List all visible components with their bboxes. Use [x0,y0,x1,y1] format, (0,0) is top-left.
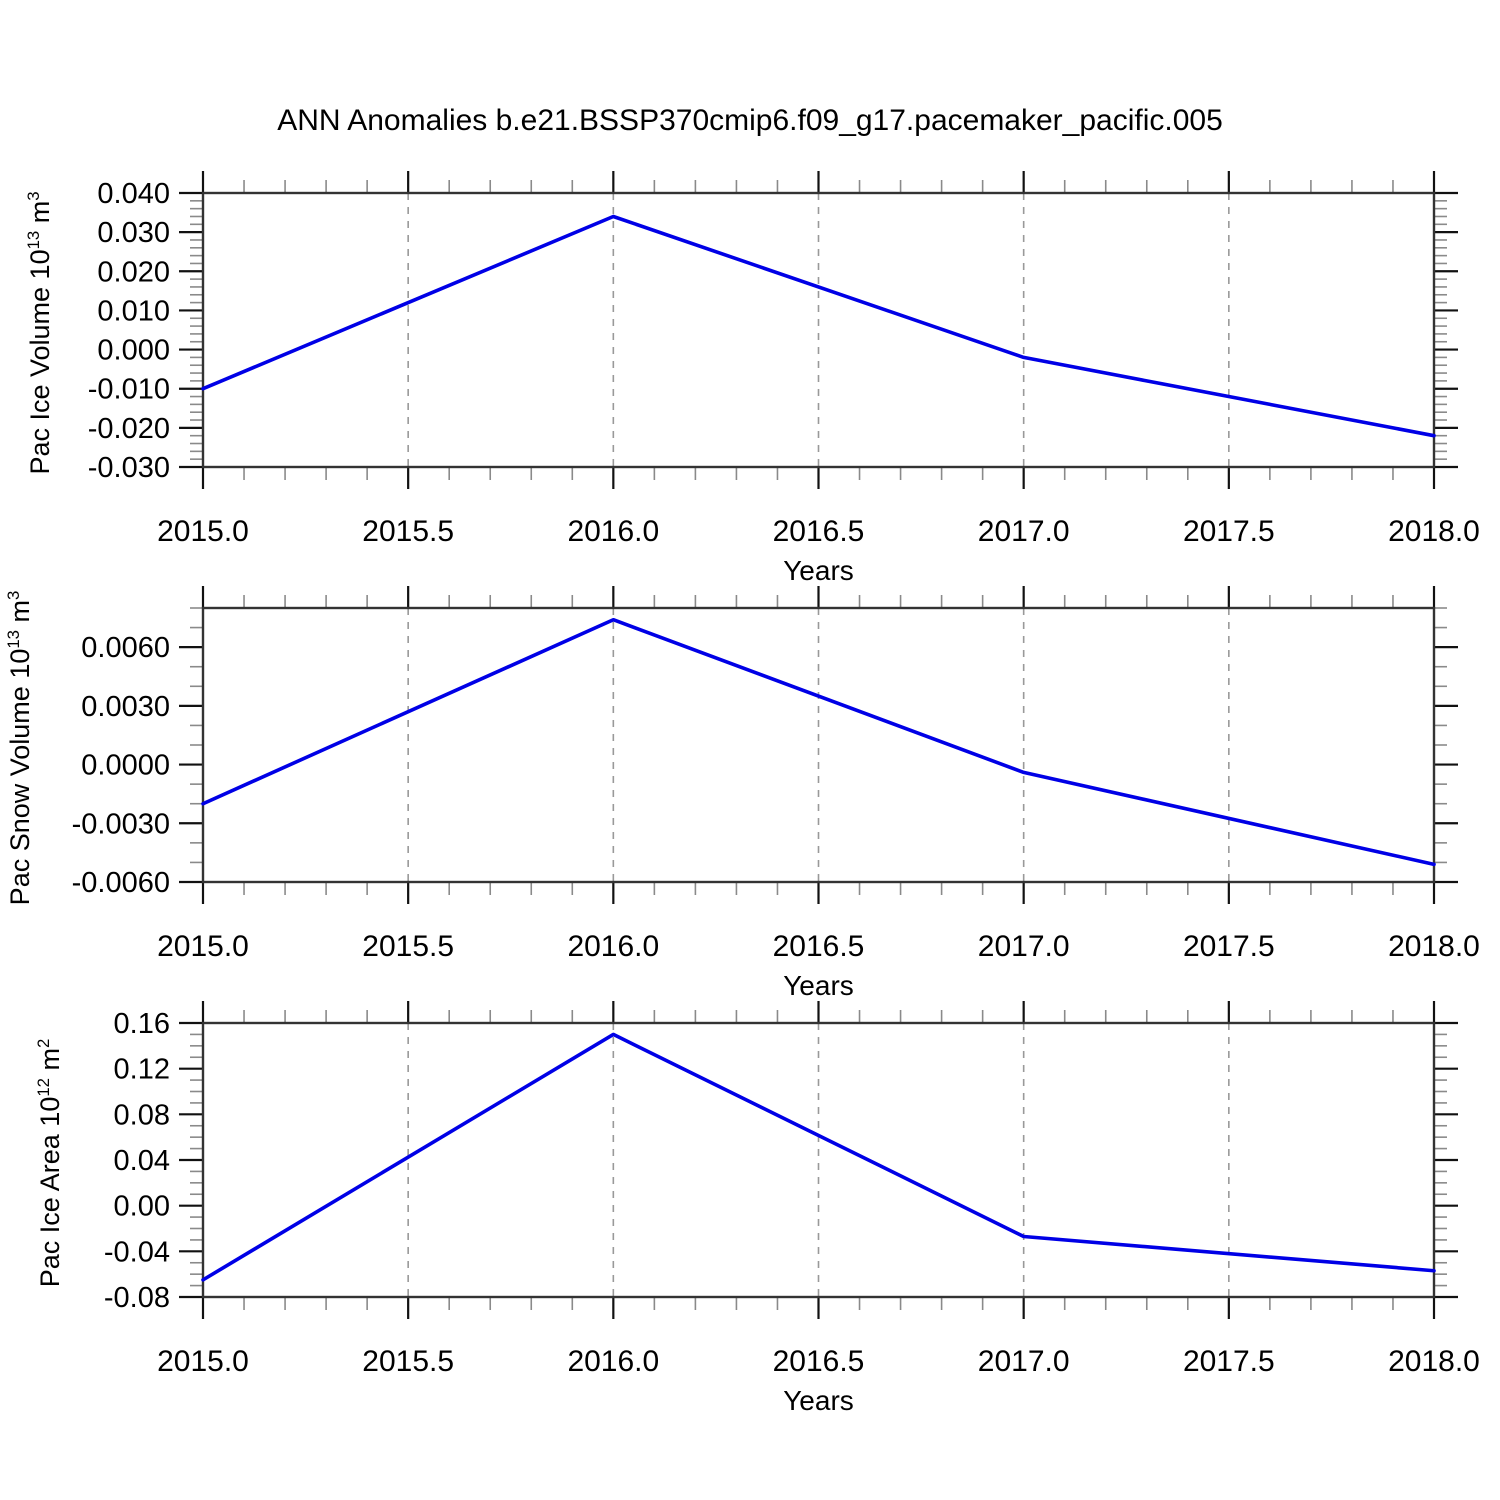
y-tick-label: 0.020 [97,256,170,288]
data-line [201,214,1436,438]
y-tick-label: 0.0030 [81,691,170,723]
y-axis-title-unit: m [25,200,55,231]
x-tick-label: 2017.5 [1183,930,1275,963]
y-tick-label: 0.040 [97,178,170,210]
x-tick-label: 2015.5 [362,930,454,963]
y-tick-label: 0.0000 [81,750,170,782]
y-tick-label: 0.04 [114,1145,170,1177]
x-tick-label: 2018.0 [1388,930,1480,963]
x-tick-label: 2018.0 [1388,1345,1480,1378]
y-axis-title-text: Pac Ice Area 10 [35,1096,65,1288]
x-tick-label: 2016.5 [773,930,865,963]
y-axis-title-text: Pac Snow Volume 10 [5,648,35,906]
x-axis-title: Years [783,970,854,1001]
y-axis-title-unit: m [5,600,35,631]
y-tick-label: -0.020 [88,413,170,445]
y-tick-label: 0.0060 [81,632,170,664]
y-axis-title-unit: m [35,1048,65,1079]
x-tick-label: 2016.5 [773,515,865,548]
x-tick-label: 2016.0 [567,1345,659,1378]
data-line [201,1032,1436,1282]
y-axis-title-unit-exponent: 3 [24,191,43,201]
x-tick-label: 2017.0 [978,1345,1070,1378]
y-axis-title-text: Pac Ice Volume 10 [25,249,55,475]
x-tick-label: 2017.5 [1183,1345,1275,1378]
y-tick-label: -0.030 [88,452,170,484]
x-tick-label: 2016.0 [567,930,659,963]
x-tick-label: 2017.0 [978,515,1070,548]
data-line [201,617,1436,867]
y-tick-label: 0.010 [97,295,170,327]
x-tick-label: 2015.5 [362,1345,454,1378]
y-tick-label: 0.12 [114,1054,170,1086]
x-tick-label: 2015.0 [157,1345,249,1378]
y-tick-label: -0.08 [104,1282,170,1314]
y-axis-title-unit-exponent: 2 [34,1038,53,1049]
x-tick-label: 2016.5 [773,1345,865,1378]
x-tick-label: 2017.5 [1183,515,1275,548]
x-axis-title: Years [783,1385,854,1416]
x-axis-title: Years [783,555,854,586]
plot-frame [201,1021,1436,1299]
y-tick-label: 0.030 [97,217,170,249]
y-axis-title-pac-ice-volume: Pac Ice Volume 1013 m3 [17,153,57,513]
y-tick-label: -0.0030 [72,808,170,840]
x-tick-label: 2018.0 [1388,515,1480,548]
y-axis-title-unit-exponent: 3 [4,590,23,601]
y-tick-label: -0.04 [104,1236,170,1268]
x-tick-label: 2015.5 [362,515,454,548]
y-axis-title-exponent: 13 [4,630,23,649]
y-tick-label: 0.08 [114,1099,170,1131]
y-axis-title-exponent: 12 [34,1078,53,1097]
plot-frame [201,191,1436,469]
y-axis-title-pac-snow-volume: Pac Snow Volume 1013 m3 [0,568,37,928]
y-tick-label: 0.000 [97,335,170,367]
x-tick-label: 2015.0 [157,930,249,963]
x-tick-label: 2017.0 [978,930,1070,963]
x-tick-label: 2015.0 [157,515,249,548]
plot-frame [201,606,1436,884]
y-axis-title-pac-ice-area: Pac Ice Area 1012 m2 [27,983,67,1343]
y-tick-label: 0.00 [114,1191,170,1223]
x-tick-label: 2016.0 [567,515,659,548]
page-title: ANN Anomalies b.e21.BSSP370cmip6.f09_g17… [277,104,1223,137]
y-axis-title-exponent: 13 [24,230,43,250]
y-tick-label: -0.010 [88,374,170,406]
y-tick-label: -0.0060 [72,867,170,899]
y-tick-label: 0.16 [114,1008,170,1040]
